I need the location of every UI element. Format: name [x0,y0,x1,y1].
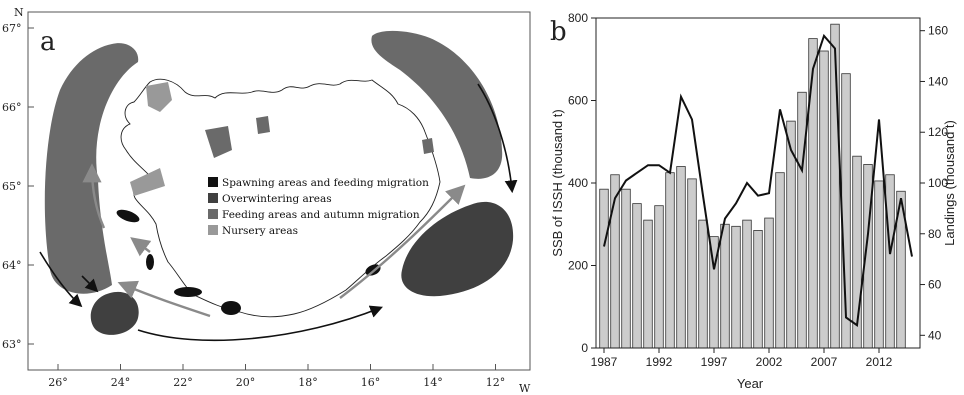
legend-label: Overwintering areas [222,193,332,205]
y-tick-label: 600 [568,94,588,108]
ssb-bar [665,172,675,349]
ssb-bar [676,166,686,349]
spawning-area-3 [174,287,202,297]
spawning-area-1 [116,209,140,223]
latitude-ticks: 67° 66° 65° 64° 63° [2,22,34,351]
arrow-east-south [477,83,518,194]
ssb-bar [720,223,730,349]
ssb-bar [731,225,741,349]
arrow-grey-west-2 [130,237,152,257]
arrow-west-south [39,251,83,308]
y-tick-label: 800 [568,11,588,25]
longitude-ticks: 26° 24° 22° 20° 18° 16° 14° 12° [48,364,505,389]
x-axis-label: Year [737,376,764,391]
latitude-tick-label: 63° [2,338,22,351]
longitude-tick-label: 24° [111,376,131,389]
ssb-bar [698,219,708,349]
latitude-tick-label: 64° [2,259,22,272]
y-axis-right-label: Landings (thousand t) [942,120,957,246]
panel-label-a: a [40,27,56,57]
arrow-short-south [81,275,99,293]
legend-label: Feeding areas and autumn migration [222,209,420,221]
legend-swatch [208,177,218,187]
arrow-south-east [137,305,383,342]
y-tick-label: 0 [581,341,588,355]
y-axis-right-ticks: 40 60 80 100 120 140 160 [920,24,948,342]
x-tick-label: 1987 [591,355,618,369]
ssb-bar [654,205,664,349]
y2-tick-label: 100 [928,176,948,190]
y2-tick-label: 120 [928,125,948,139]
map-legend: Spawning areas and feeding migration Over… [208,177,429,237]
x-axis-ticks: 1987 1992 1997 2002 2007 2012 [591,348,893,369]
ssb-bar [632,203,642,349]
west-label: W [519,382,531,395]
north-label: N [14,6,24,19]
landings-line [603,33,913,327]
x-tick-label: 2007 [811,355,838,369]
arrow-grey-west [117,280,211,318]
latitude-tick-label: 67° [2,22,22,35]
longitude-tick-label: 18° [298,376,318,389]
y-axis-left-ticks: 0 200 400 600 800 [568,11,596,355]
nursery-area-northwest [146,82,172,112]
y-tick-label: 200 [568,259,588,273]
feeding-patch-north [205,126,232,158]
latitude-tick-label: 66° [2,101,22,114]
ssb-bar [621,188,631,349]
x-tick-label: 1992 [646,355,673,369]
ssb-bar [599,188,609,349]
x-tick-label: 2002 [756,355,783,369]
spawning-area-2 [146,254,154,270]
longitude-tick-label: 14° [423,376,443,389]
overwintering-area-south [90,291,139,335]
spawning-area-4 [221,301,241,315]
longitude-tick-label: 20° [236,376,256,389]
y2-tick-label: 40 [928,328,942,342]
panel-label-b: b [550,17,567,47]
feeding-patch-northeast [256,116,270,134]
feeding-patch-east [422,138,434,154]
ssb-bar [764,217,774,349]
longitude-tick-label: 26° [48,376,68,389]
ssb-bar [885,174,895,349]
y2-tick-label: 140 [928,74,948,88]
y2-tick-label: 60 [928,278,942,292]
ssb-bar [874,180,884,349]
legend-swatch [208,193,218,203]
ssb-bar [742,219,752,349]
y-tick-label: 400 [568,176,588,190]
y-axis-left-label: SSB of ISSH (thousand t) [550,109,565,256]
ssb-bar [753,230,763,349]
y2-tick-label: 80 [928,227,942,241]
ssb-bar [643,219,653,349]
map-panel: a N W 67° 66° 65° 64° 63° 26° 24° 22° 20° 18° 16°… [2,6,531,395]
ssb-bar [797,91,807,349]
legend-swatch [208,209,218,219]
arrow-grey-northeast [339,184,466,299]
nursery-area-west [130,168,165,196]
feeding-area-east [371,30,503,179]
longitude-tick-label: 22° [173,376,193,389]
x-tick-label: 1997 [701,355,728,369]
arrow-grey-north [82,163,106,229]
legend-label: Spawning areas and feeding migration [222,177,429,189]
x-tick-label: 2012 [866,355,893,369]
longitude-tick-label: 16° [361,376,381,389]
ssb-bar [775,172,785,349]
longitude-tick-label: 12° [486,376,506,389]
legend-label: Nursery areas [222,225,298,237]
ssb-bars [599,23,906,349]
y2-tick-label: 160 [928,24,948,38]
ssb-bar [819,50,829,349]
overwintering-area-east [401,201,514,297]
ssb-bar [808,38,818,349]
legend-swatch [208,225,218,235]
ssb-bar [687,178,697,349]
latitude-tick-label: 65° [2,180,22,193]
